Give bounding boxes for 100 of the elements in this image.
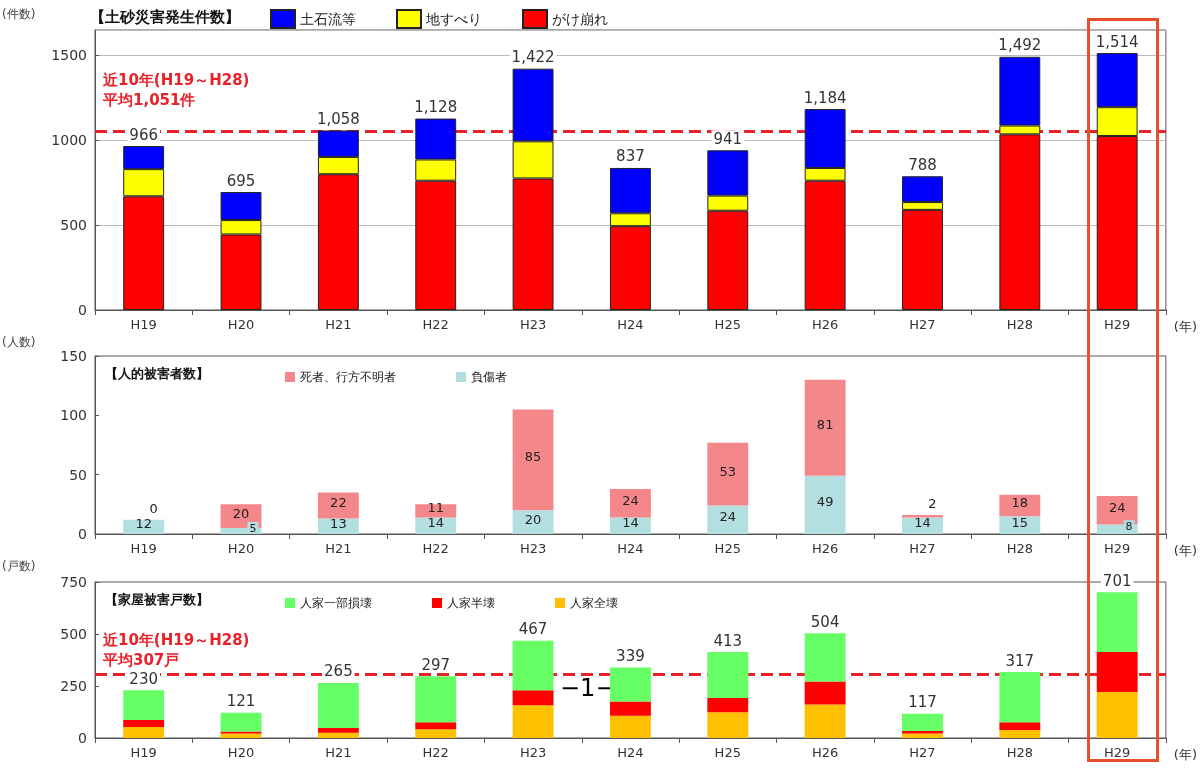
- y-axis-title: (戸数): [2, 559, 36, 573]
- x-tick-label: H26: [811, 541, 839, 556]
- bar: [415, 722, 457, 730]
- total-label: 1,492: [998, 36, 1042, 55]
- y-tick-label: 1000: [51, 132, 87, 149]
- ref-line-label: 近10年(H19～H28) 平均307戸: [102, 631, 250, 669]
- bar: [1096, 692, 1138, 738]
- data-label: 24: [1108, 499, 1126, 515]
- total-label: 966: [129, 125, 158, 144]
- total-label: 788: [908, 155, 937, 174]
- bar: [317, 492, 359, 519]
- ref-line-label: 近10年(H19～H28) 平均1,051件: [102, 71, 250, 109]
- x-tick-label: H20: [227, 317, 255, 332]
- bar: [415, 676, 457, 723]
- data-label: 18: [1011, 495, 1029, 511]
- bar: [707, 698, 749, 713]
- bar: [804, 475, 846, 534]
- bar: [512, 690, 554, 706]
- bar: [902, 733, 943, 738]
- x-tick-label: H25: [714, 745, 741, 760]
- chart-title: 【土砂災害発生件数】: [90, 7, 240, 26]
- y-tick-label: 0: [78, 302, 87, 318]
- legend-label: 人家半壊: [447, 596, 495, 610]
- data-label: 11: [427, 500, 444, 516]
- bar: [609, 701, 651, 716]
- data-label: 85: [524, 449, 542, 465]
- bar: [415, 517, 457, 534]
- bar: [123, 726, 165, 738]
- data-label: 24: [719, 509, 737, 525]
- bar: [220, 712, 262, 732]
- data-label: 0: [149, 500, 158, 516]
- y-tick-label: 50: [69, 466, 87, 483]
- data-label: 14: [427, 515, 444, 531]
- bar: [512, 409, 554, 511]
- data-label: 14: [622, 515, 639, 531]
- bar: [999, 672, 1041, 723]
- y-tick-label: 750: [60, 574, 87, 590]
- bar: [1096, 652, 1138, 693]
- total-label: 504: [810, 612, 840, 631]
- bar: [609, 488, 651, 518]
- total-label: 837: [616, 147, 645, 166]
- total-label: 1,128: [414, 98, 458, 117]
- total-label: 1,422: [511, 48, 555, 67]
- x-axis-title: (年): [1173, 543, 1198, 558]
- total-label: 297: [421, 655, 451, 674]
- y-axis-title: (人数): [2, 335, 36, 349]
- total-label: 1,058: [316, 109, 360, 128]
- bar: [415, 729, 457, 738]
- total-label: 1,184: [803, 88, 847, 107]
- x-tick-label: H21: [325, 541, 352, 556]
- x-tick-label: H29: [1104, 317, 1131, 332]
- x-tick-label: H22: [422, 317, 449, 332]
- total-label: 117: [908, 693, 937, 712]
- data-label: 53: [719, 463, 737, 479]
- y-tick-label: 1500: [51, 47, 87, 64]
- text: 【人的被害者数】: [105, 366, 209, 381]
- x-tick-label: H23: [519, 541, 547, 556]
- x-tick-label: H23: [519, 317, 547, 332]
- x-tick-label: H27: [909, 541, 936, 556]
- x-tick-label: H25: [714, 541, 741, 556]
- x-tick-label: H20: [227, 745, 255, 760]
- x-tick-label: H28: [1006, 541, 1033, 556]
- text: 【家屋被害戸数】: [105, 592, 209, 607]
- data-label: 14: [914, 515, 931, 531]
- y-tick-label: 100: [60, 407, 87, 424]
- legend-label: 土石流等: [300, 11, 356, 27]
- x-tick-label: H21: [325, 745, 352, 760]
- total-label: 265: [324, 662, 353, 681]
- y-tick-label: 0: [78, 730, 87, 746]
- x-tick-label: H25: [714, 317, 741, 332]
- data-label: 2: [928, 496, 937, 512]
- data-label: 5: [249, 521, 257, 535]
- bar: [123, 690, 165, 720]
- total-label: 467: [518, 620, 548, 639]
- bar: [999, 516, 1041, 534]
- total-label: 230: [129, 669, 158, 688]
- bar: [317, 682, 359, 729]
- bar: [609, 667, 651, 702]
- x-tick-label: H28: [1006, 317, 1033, 332]
- bar: [512, 640, 554, 691]
- legend-label: 地すべり: [425, 11, 482, 27]
- y-tick-label: 500: [60, 217, 87, 234]
- x-tick-label: H24: [617, 541, 644, 556]
- data-label: 8: [1125, 519, 1133, 533]
- bar: [804, 379, 846, 476]
- x-tick-label: H19: [130, 541, 157, 556]
- x-tick-label: H19: [130, 317, 157, 332]
- x-tick-label: H24: [617, 317, 644, 332]
- data-label: 15: [1011, 514, 1029, 530]
- y-tick-label: 0: [78, 526, 87, 542]
- x-tick-label: H26: [811, 317, 839, 332]
- y-tick-label: 250: [60, 678, 87, 694]
- bar: [902, 517, 943, 534]
- legend-label: 死者、行方不明者: [300, 370, 396, 384]
- x-tick-label: H19: [130, 745, 157, 760]
- total-label: 941: [713, 129, 743, 148]
- bar: [1096, 592, 1138, 653]
- x-tick-label: H27: [909, 745, 936, 760]
- bar: [804, 633, 846, 682]
- legend-label: がけ崩れ: [552, 11, 608, 27]
